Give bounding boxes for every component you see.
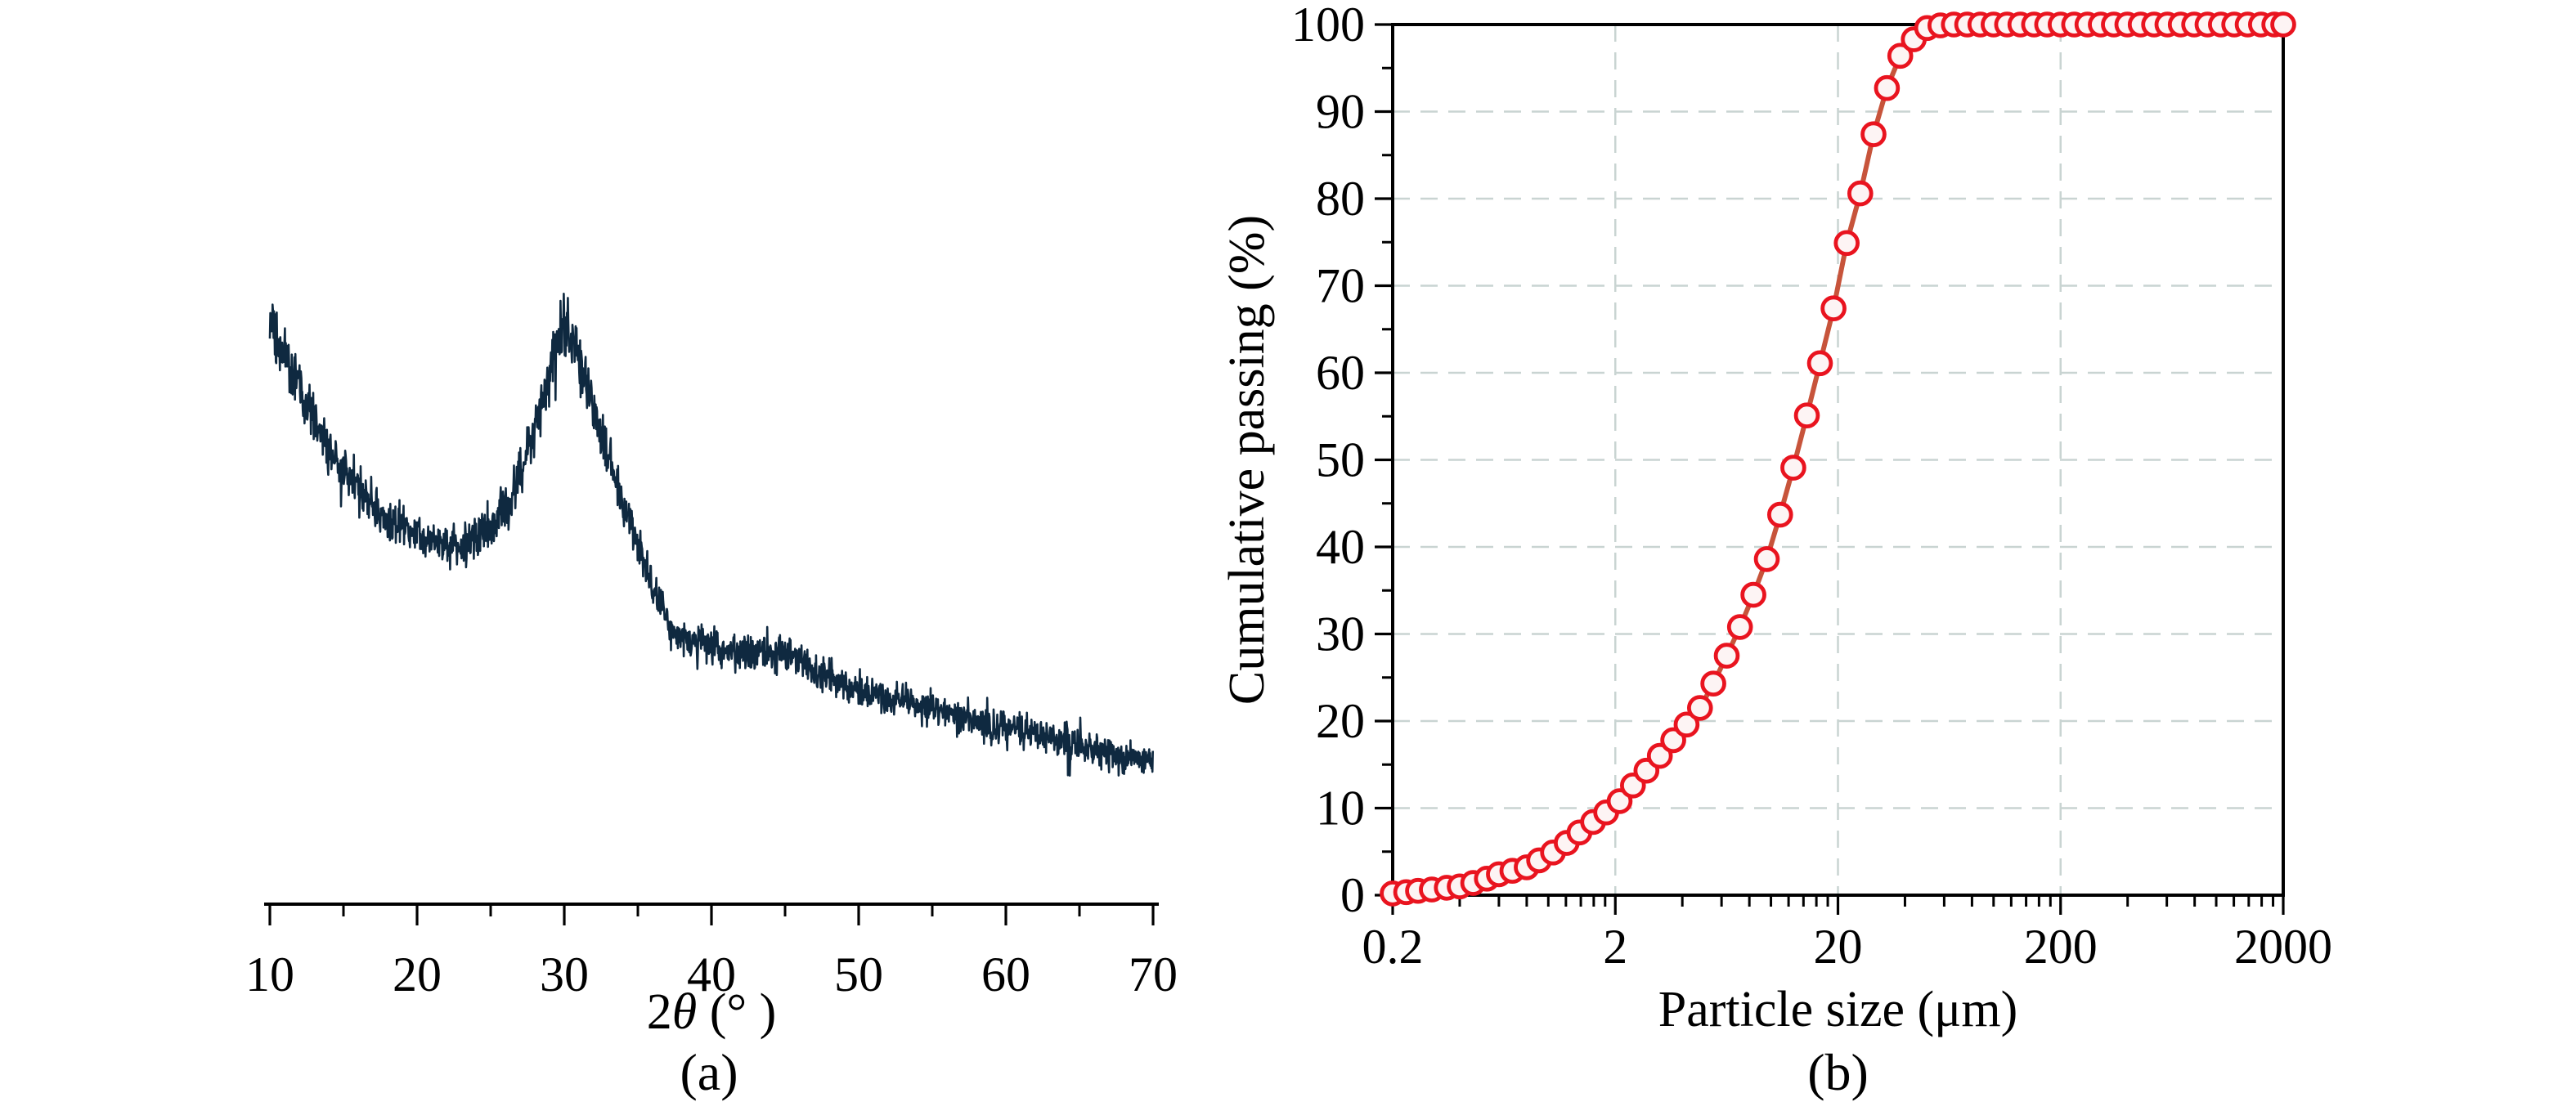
a-caption: (a) (680, 1043, 738, 1101)
b-data-point-marker (1860, 121, 1887, 148)
b-data-point-marker (1887, 43, 1914, 69)
b-data-point-marker (1740, 581, 1766, 608)
b-y-tick-label: 80 (1316, 172, 1365, 226)
b-x-tick-label: 0.2 (1362, 920, 1424, 974)
b-data-point-marker (1700, 670, 1726, 697)
b-data-point-marker (1793, 402, 1820, 429)
b-y-tick-label: 40 (1316, 520, 1365, 574)
b-data-point-marker (1820, 295, 1847, 322)
b-y-tick-label: 60 (1316, 346, 1365, 400)
b-data-point-marker (1833, 230, 1860, 257)
b-y-axis-label: Cumulative passing (%) (1219, 215, 1275, 705)
b-x-tick-label: 2 (1603, 920, 1627, 974)
b-caption: (b) (1807, 1043, 1869, 1101)
a-x-tick-label: 20 (393, 947, 442, 1001)
b-data-point-marker (1687, 695, 1713, 721)
b-data-point-marker (1726, 614, 1753, 640)
b-data-point-marker (1646, 742, 1673, 769)
b-data-point-marker (2270, 11, 2296, 38)
a-x-tick-label: 50 (834, 947, 883, 1001)
a-x-axis-label: 2θ (° ) (647, 984, 777, 1040)
b-data-point-marker (1753, 546, 1780, 572)
b-data-point-marker (1847, 180, 1874, 207)
a-xrd-trace (268, 293, 1154, 777)
a-x-tick-label: 40 (687, 947, 736, 1001)
b-data-point-marker (1767, 501, 1793, 528)
b-x-axis-label: Particle size (μm) (1658, 982, 2018, 1037)
b-y-tick-label: 0 (1340, 868, 1365, 922)
a-x-tick-label: 60 (981, 947, 1030, 1001)
b-y-tick-label: 90 (1316, 85, 1365, 139)
b-data-point-marker (1806, 350, 1833, 377)
b-y-tick-label: 10 (1316, 782, 1365, 835)
b-y-tick-label: 20 (1316, 694, 1365, 748)
b-y-tick-label: 100 (1291, 0, 1365, 52)
b-y-tick-label: 50 (1316, 433, 1365, 487)
b-data-point-marker (1673, 711, 1700, 738)
b-data-point-marker (1713, 643, 1740, 669)
b-x-tick-label: 2000 (2234, 920, 2332, 974)
b-x-tick-label: 200 (2024, 920, 2098, 974)
panel-b-psd-chart: 0 10 20 30 40 50 60 70 80 90 100 0.2 2 20 200 2000 Cumul… (1219, 0, 2332, 1101)
b-x-tick-label: 20 (1814, 920, 1863, 974)
a-x-tick-label: 10 (245, 947, 294, 1001)
a-x-tick-label: 70 (1129, 947, 1178, 1001)
b-data-point-marker (1780, 455, 1806, 481)
b-y-tick-label: 70 (1316, 259, 1365, 313)
a-x-tick-label: 30 (540, 947, 589, 1001)
b-y-tick-label: 30 (1316, 607, 1365, 661)
b-data-point-marker (1874, 74, 1901, 101)
panel-a-xrd-chart: 10 20 30 40 50 60 70 2θ (° )(a) (245, 293, 1178, 1101)
